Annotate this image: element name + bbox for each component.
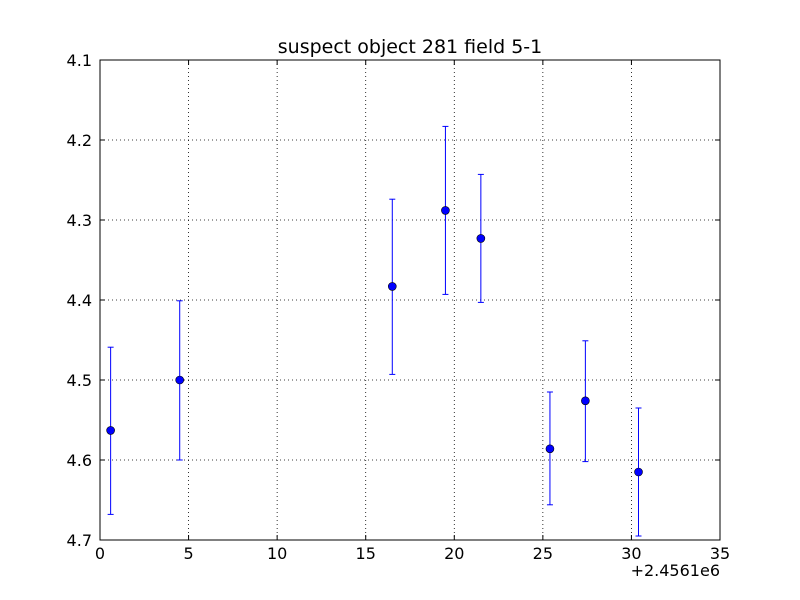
data-point <box>106 426 115 435</box>
x-axis-offset-label: +2.4561e6 <box>631 561 720 580</box>
y-tick-label: 4.1 <box>67 51 92 70</box>
data-point <box>634 467 643 477</box>
x-tick-label: 20 <box>444 544 464 563</box>
y-tick-label: 4.6 <box>67 451 92 470</box>
grid-lines <box>100 60 720 540</box>
x-tick-label: 10 <box>267 544 287 563</box>
error-bars <box>107 125 642 537</box>
data-point <box>387 282 397 291</box>
chart-title: suspect object 281 field 5-1 <box>278 36 543 58</box>
y-tick-label: 4.5 <box>67 371 92 390</box>
x-tick-label: 35 <box>710 544 730 563</box>
data-point <box>441 206 450 215</box>
x-tick-label: 15 <box>356 544 376 563</box>
axis-ticks <box>99 59 721 541</box>
y-tick-label: 4.3 <box>67 211 92 230</box>
tick-labels: 0 5 10 15 20 25 30 35 4.1 4.2 4.3 4.4 4.5 4.6 4.7 <box>67 51 731 563</box>
y-tick-label: 4.4 <box>67 291 92 310</box>
x-tick-label: 0 <box>95 544 105 563</box>
data-point <box>476 234 486 243</box>
data-points <box>106 206 643 477</box>
x-tick-label: 25 <box>533 544 553 563</box>
y-tick-label: 4.7 <box>67 531 92 550</box>
data-point <box>175 375 185 385</box>
x-tick-label: 30 <box>621 544 641 563</box>
data-point <box>581 396 590 406</box>
y-tick-label: 4.2 <box>67 131 92 150</box>
data-point <box>545 444 555 454</box>
x-tick-label: 5 <box>183 544 193 563</box>
